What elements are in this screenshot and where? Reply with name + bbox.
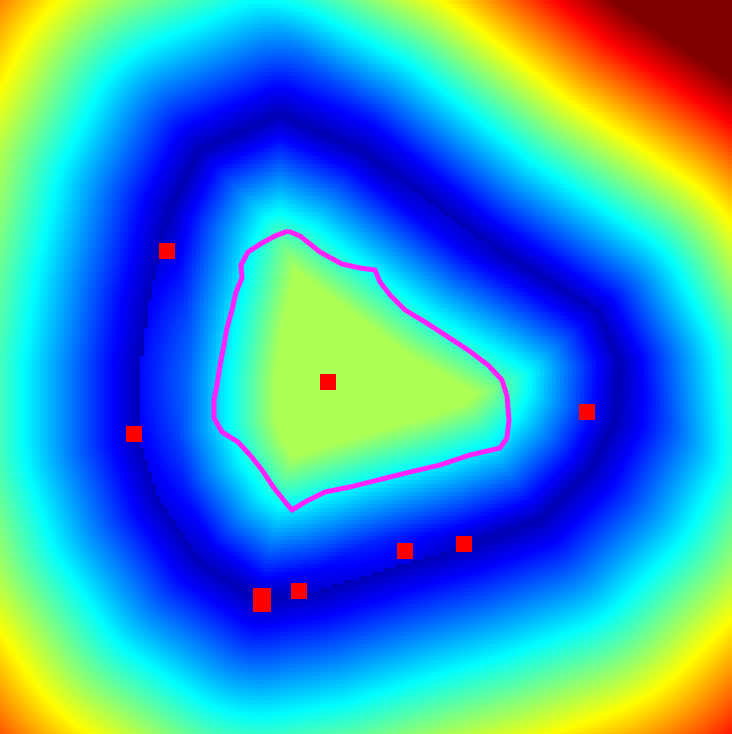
red-marker bbox=[126, 426, 142, 442]
red-marker bbox=[397, 543, 413, 559]
red-marker bbox=[253, 594, 271, 612]
red-marker bbox=[291, 583, 307, 599]
marker-group bbox=[126, 243, 595, 612]
inner-contour bbox=[211, 228, 512, 513]
red-marker bbox=[320, 374, 336, 390]
red-marker bbox=[159, 243, 175, 259]
red-marker bbox=[456, 536, 472, 552]
red-marker bbox=[579, 404, 595, 420]
